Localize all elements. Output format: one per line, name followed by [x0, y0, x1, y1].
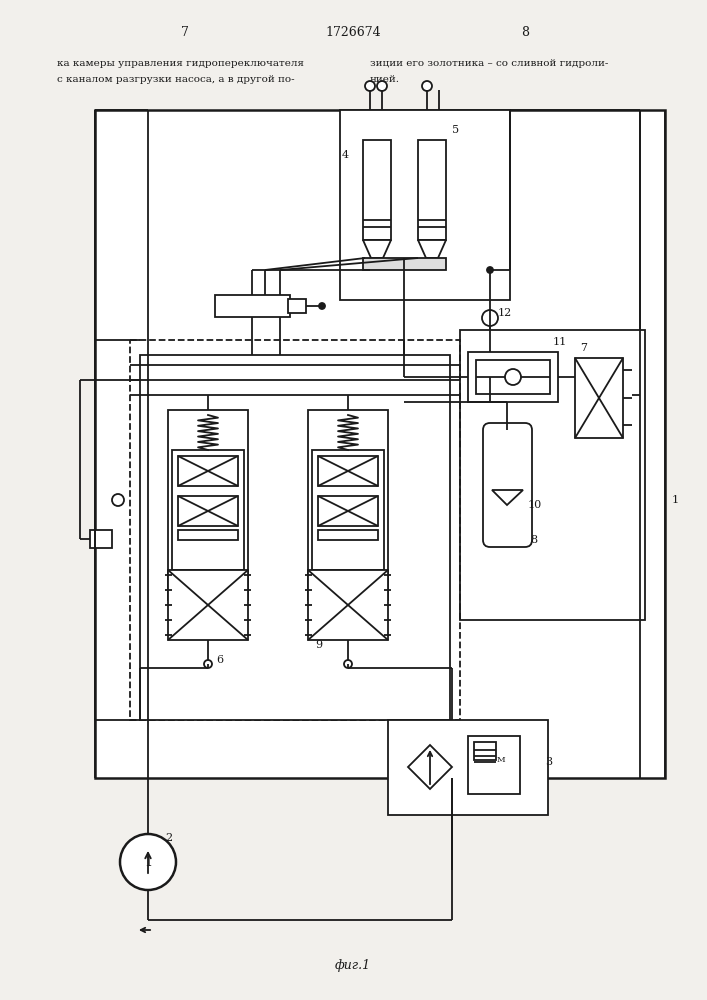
Circle shape — [487, 267, 493, 273]
Text: 3: 3 — [545, 757, 552, 767]
Polygon shape — [408, 745, 452, 789]
Bar — [130, 340, 460, 720]
Text: 11: 11 — [553, 337, 567, 347]
Text: 4: 4 — [342, 150, 349, 160]
Bar — [318, 530, 378, 540]
Text: 1726674: 1726674 — [325, 25, 381, 38]
Bar — [468, 736, 520, 794]
Text: фиг.1: фиг.1 — [335, 958, 371, 972]
Text: 8: 8 — [530, 535, 537, 545]
Bar — [178, 456, 238, 486]
Circle shape — [365, 81, 375, 91]
Polygon shape — [492, 490, 523, 505]
FancyBboxPatch shape — [483, 423, 532, 547]
Bar — [140, 355, 450, 720]
Circle shape — [112, 494, 124, 506]
Text: 1: 1 — [672, 495, 679, 505]
Text: 12: 12 — [498, 308, 513, 318]
Circle shape — [505, 369, 521, 385]
Text: 9: 9 — [315, 640, 322, 650]
Bar — [388, 720, 548, 815]
Circle shape — [204, 660, 212, 668]
Bar — [468, 352, 558, 402]
Bar — [318, 456, 378, 486]
Bar — [178, 530, 238, 540]
Bar — [460, 330, 645, 620]
Text: 2: 2 — [165, 833, 172, 843]
Bar — [172, 450, 244, 570]
Bar — [178, 496, 238, 526]
Polygon shape — [363, 240, 391, 258]
Bar — [288, 299, 306, 313]
Polygon shape — [418, 240, 446, 258]
Bar — [90, 530, 112, 548]
Bar — [363, 258, 446, 270]
Text: 1: 1 — [144, 856, 152, 868]
Text: 10: 10 — [528, 500, 542, 510]
Text: 7: 7 — [181, 25, 189, 38]
Bar — [476, 360, 550, 394]
Circle shape — [120, 834, 176, 890]
Text: M: M — [497, 756, 506, 764]
Bar — [418, 140, 446, 240]
Circle shape — [422, 81, 432, 91]
Circle shape — [377, 81, 387, 91]
Text: нией.: нией. — [370, 76, 400, 85]
Bar — [312, 450, 384, 570]
Text: 7: 7 — [580, 343, 587, 353]
Bar — [95, 110, 665, 778]
Text: 6: 6 — [216, 655, 223, 665]
Text: ка камеры управления гидропереключателя: ка камеры управления гидропереключателя — [57, 58, 304, 68]
Bar — [340, 110, 510, 300]
Bar — [168, 410, 248, 600]
Bar — [215, 295, 290, 317]
Bar — [318, 496, 378, 526]
Text: зиции его золотника – со сливной гидроли-: зиции его золотника – со сливной гидроли… — [370, 58, 609, 68]
Bar — [474, 742, 496, 760]
Circle shape — [319, 303, 325, 309]
Circle shape — [482, 310, 498, 326]
Bar — [308, 410, 388, 600]
Bar — [168, 570, 248, 640]
Bar — [575, 358, 623, 438]
Bar — [308, 570, 388, 640]
Circle shape — [344, 660, 352, 668]
Text: 8: 8 — [521, 25, 529, 38]
Text: 5: 5 — [452, 125, 459, 135]
Text: с каналом разгрузки насоса, а в другой по-: с каналом разгрузки насоса, а в другой п… — [57, 76, 295, 85]
Bar — [363, 140, 391, 240]
